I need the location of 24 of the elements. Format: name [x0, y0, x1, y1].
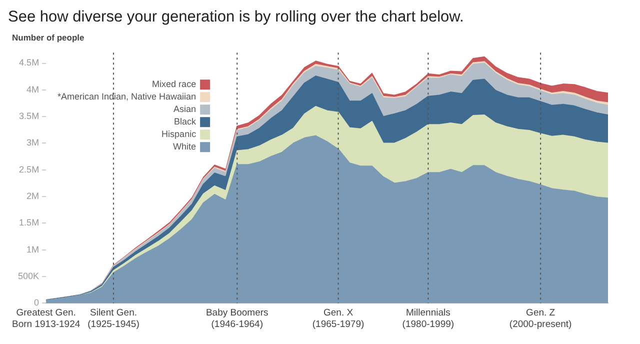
legend-label: White: [173, 142, 196, 152]
y-tick-label: 4.5M: [19, 58, 40, 68]
y-tick-label: 3M: [26, 138, 40, 148]
x-tick-label: Millennials (1980-1999): [402, 308, 454, 330]
legend-label: Mixed race: [152, 79, 196, 90]
y-tick-label: 1.5M: [19, 218, 40, 228]
y-tick-label: 1M: [26, 244, 40, 254]
y-tick-label: 500K: [18, 271, 40, 282]
x-tick-label: Greatest Gen. Born 1913-1924: [12, 308, 80, 330]
x-tick-label: Gen. Z (2000-present): [509, 308, 572, 330]
y-tick-label: 3.5M: [19, 111, 40, 122]
chart-title: See how diverse your generation is by rolling over the chart below.: [8, 8, 464, 26]
legend-label: Black: [174, 116, 197, 127]
y-tick-label: 2.5M: [19, 164, 40, 174]
legend-label: *American Indian, Native Hawaiian: [57, 92, 196, 102]
x-tick-label: Silent Gen. (1925-1945): [88, 308, 140, 330]
y-tick-label: 0: [34, 298, 40, 308]
legend-label: Hispanic: [162, 129, 197, 140]
legend-label: Asian: [174, 104, 196, 114]
y-axis-title: Number of people: [12, 32, 85, 43]
y-tick-label: 2M: [26, 191, 40, 202]
x-tick-label: Gen. X (1965-1979): [312, 308, 364, 330]
y-tick-label: 4M: [26, 84, 40, 94]
x-tick-label: Baby Boomers (1946-1964): [206, 308, 269, 330]
